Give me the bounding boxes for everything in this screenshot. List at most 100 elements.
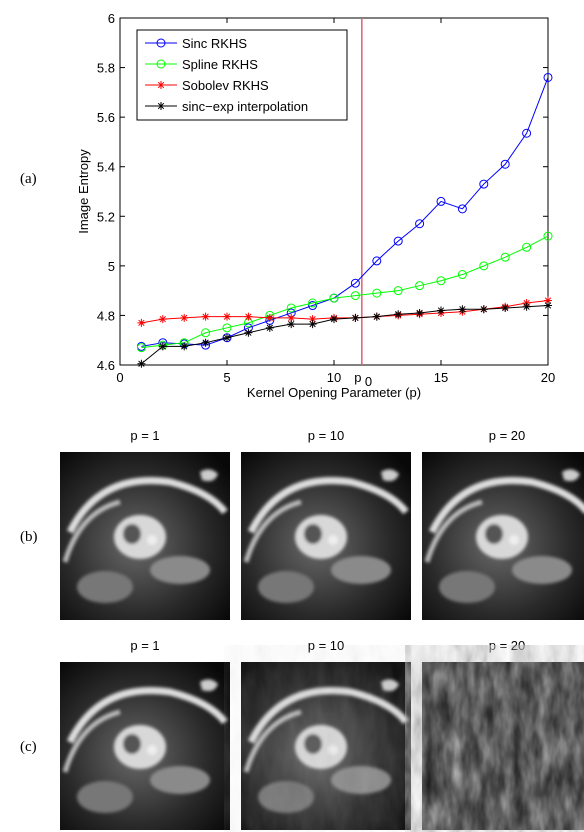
point-marker	[544, 296, 552, 305]
point-marker	[308, 298, 318, 308]
point-marker	[500, 252, 510, 262]
point-marker	[457, 204, 467, 214]
point-marker	[415, 219, 425, 229]
point-marker	[457, 270, 467, 280]
point-marker	[287, 313, 296, 322]
mri-image	[60, 452, 230, 620]
x-tick-label: 0	[116, 370, 123, 385]
panel-label: (a)	[20, 171, 37, 187]
legend-label: Sobolev RKHS	[182, 78, 269, 93]
point-marker	[458, 305, 467, 314]
point-marker	[479, 179, 489, 189]
point-marker	[415, 281, 425, 291]
image-caption: p = 1	[130, 638, 159, 653]
x-tick-label: 5	[223, 370, 230, 385]
point-marker	[544, 301, 552, 310]
point-marker	[158, 315, 167, 324]
point-marker	[372, 312, 381, 321]
legend-marker	[157, 81, 165, 89]
legend-label: Sinc RKHS	[182, 36, 247, 51]
point-marker	[201, 328, 211, 338]
image-caption: p = 10	[308, 638, 345, 653]
mri-image	[60, 662, 230, 830]
noise-overlay	[241, 662, 411, 830]
legend-marker	[157, 102, 165, 110]
point-marker	[372, 256, 382, 266]
point-marker	[351, 313, 360, 322]
point-marker	[308, 315, 317, 324]
point-marker	[137, 318, 146, 327]
point-marker	[522, 128, 532, 138]
point-marker	[372, 288, 382, 298]
point-marker	[137, 359, 146, 368]
x-tick-label: 20	[541, 370, 555, 385]
legend-marker	[156, 38, 166, 48]
point-marker	[308, 301, 318, 311]
image-caption: p = 20	[489, 428, 526, 443]
point-marker	[286, 303, 296, 313]
reference-label: p	[354, 370, 361, 385]
point-marker	[350, 278, 360, 288]
point-marker	[180, 342, 189, 351]
noise-overlay	[422, 662, 584, 830]
point-marker	[522, 242, 532, 252]
y-tick-label: 5.4	[97, 160, 115, 175]
panel-label: (c)	[20, 739, 37, 755]
point-marker	[394, 310, 403, 319]
point-marker	[479, 261, 489, 271]
image-caption: p = 10	[308, 428, 345, 443]
reference-label-subscript: 0	[365, 374, 372, 389]
point-marker	[501, 303, 510, 312]
point-marker	[180, 313, 189, 322]
point-marker	[436, 276, 446, 286]
y-tick-label: 4.6	[97, 358, 115, 373]
point-marker	[350, 291, 360, 301]
image-caption: p = 20	[489, 638, 526, 653]
image-row: p = 1 p = 10 p = 20	[60, 638, 584, 830]
y-tick-label: 5.8	[97, 61, 115, 76]
point-marker	[436, 196, 446, 206]
point-marker	[330, 315, 338, 324]
legend: Sinc RKHS Spline RKHS Sobolev RKHS sinc−exp…	[136, 29, 348, 121]
point-marker	[415, 308, 424, 317]
x-tick-label: 15	[434, 370, 448, 385]
image-row: p = 1 p = 10 p = 20	[60, 428, 584, 620]
point-marker	[393, 236, 403, 246]
x-axis-label: Kernel Opening Parameter (p)	[247, 385, 421, 400]
point-marker	[158, 342, 167, 351]
point-marker	[136, 343, 146, 353]
point-marker	[308, 320, 317, 329]
y-tick-label: 4.8	[97, 308, 115, 323]
y-tick-label: 5.2	[97, 209, 115, 224]
point-marker	[223, 312, 231, 321]
point-marker	[329, 293, 339, 303]
legend-label: sinc−exp interpolation	[182, 99, 308, 114]
point-marker	[223, 333, 231, 342]
point-marker	[287, 320, 296, 329]
line-chart: 0 5 10 15 20 4.6 4.8 5 5.2 5.4 5.6 5.8 6 Kernel Openi…	[76, 11, 555, 400]
y-tick-label: 5	[108, 259, 115, 274]
mri-image	[422, 452, 584, 620]
y-tick-label: 5.6	[97, 110, 115, 125]
mri-image	[241, 452, 411, 620]
point-marker	[201, 338, 210, 347]
legend-label: Spline RKHS	[182, 57, 258, 72]
point-marker	[543, 72, 553, 82]
y-tick-label: 6	[108, 11, 115, 26]
legend-marker	[156, 59, 166, 69]
legend-box	[136, 29, 348, 121]
point-marker	[222, 323, 232, 333]
point-marker	[479, 305, 488, 314]
point-marker	[265, 323, 274, 332]
point-marker	[543, 231, 553, 241]
point-marker	[522, 302, 531, 311]
x-tick-label: 10	[327, 370, 341, 385]
point-marker	[201, 312, 210, 321]
point-marker	[393, 286, 403, 296]
y-axis-label: Image Entropy	[76, 149, 91, 234]
image-caption: p = 1	[130, 428, 159, 443]
panel-label: (b)	[20, 529, 38, 545]
point-marker	[265, 313, 274, 322]
